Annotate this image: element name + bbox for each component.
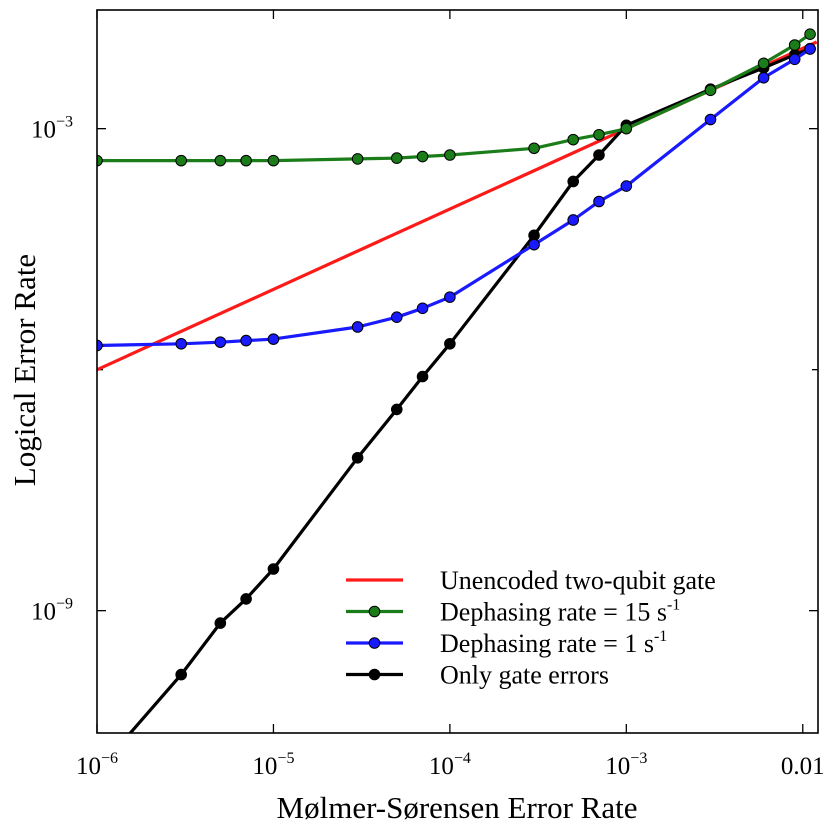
data-point: [416, 150, 429, 163]
data-point: [593, 128, 605, 141]
data-point: [175, 668, 187, 681]
data-point: [704, 113, 717, 126]
data-point: [267, 563, 280, 575]
legend-label: Unencoded two-qubit gate: [440, 566, 716, 595]
x-tick-label: 10−6: [76, 750, 118, 780]
data-point: [444, 149, 456, 161]
legend-entry: Dephasing rate = 1 s-1: [346, 628, 667, 658]
data-point: [351, 451, 364, 464]
data-point: [267, 154, 280, 167]
data-point: [788, 39, 801, 51]
series-line: [97, 32, 812, 163]
data-point: [240, 334, 252, 347]
data-point: [788, 53, 801, 66]
axis-ticks: [96, 10, 818, 733]
data-point: [351, 321, 364, 333]
series-dephasing-rate-1-s-1: [97, 43, 816, 352]
data-point: [240, 154, 252, 167]
legend-marker: [368, 605, 381, 618]
data-point: [528, 238, 540, 251]
data-point: [240, 593, 252, 605]
data-point: [804, 43, 816, 55]
y-axis-label: Logical Error Rate: [7, 254, 42, 486]
x-tick-label: 10−4: [429, 750, 471, 780]
data-point: [214, 336, 227, 348]
legend-entry: Only gate errors: [346, 661, 609, 690]
y-tick-labels: 10−3 10−9: [31, 114, 73, 626]
x-tick-label: 10−3: [605, 750, 647, 780]
x-tick-labels: 10−6 10−5 10−4 10−3 0.01: [76, 750, 825, 780]
plot-frame: [96, 9, 819, 734]
legend-marker: [368, 668, 381, 681]
plot-series: [97, 28, 818, 733]
legend-label: Only gate errors: [440, 661, 609, 690]
data-point: [97, 339, 103, 352]
data-point: [444, 337, 456, 350]
data-point: [620, 180, 633, 192]
data-point: [214, 154, 227, 167]
data-point: [390, 311, 403, 323]
series-dephasing-rate-15-s-1: [97, 28, 816, 167]
data-point: [416, 370, 429, 383]
data-point: [97, 154, 103, 167]
legend-label: Dephasing rate = 15 s-1: [440, 597, 680, 627]
data-point: [593, 149, 605, 161]
legend-label: Dephasing rate = 1 s-1: [440, 628, 667, 658]
x-axis-label: Mølmer-Sørensen Error Rate: [277, 790, 638, 825]
y-tick-label: 10−9: [31, 596, 73, 626]
data-point: [267, 333, 280, 345]
data-point: [620, 122, 633, 135]
data-point: [175, 154, 187, 167]
data-point: [214, 617, 227, 629]
data-point: [567, 133, 580, 146]
data-point: [390, 403, 403, 416]
data-point: [528, 142, 540, 155]
data-point: [175, 337, 187, 350]
data-point: [757, 71, 770, 84]
data-point: [390, 152, 403, 164]
x-tick-label: 0.01: [781, 753, 825, 780]
data-point: [593, 195, 605, 208]
data-point: [416, 302, 429, 315]
data-point: [704, 84, 717, 97]
y-tick-label: 10−3: [31, 114, 73, 144]
legend-entry: Unencoded two-qubit gate: [346, 566, 716, 595]
legend-marker: [368, 637, 381, 649]
data-point: [567, 214, 580, 226]
data-point: [351, 153, 364, 165]
legend-entry: Dephasing rate = 15 s-1: [346, 597, 680, 627]
data-point: [757, 57, 770, 70]
x-tick-label: 10−5: [252, 750, 294, 780]
data-point: [804, 28, 816, 40]
data-point: [444, 291, 456, 303]
data-point: [567, 175, 580, 188]
